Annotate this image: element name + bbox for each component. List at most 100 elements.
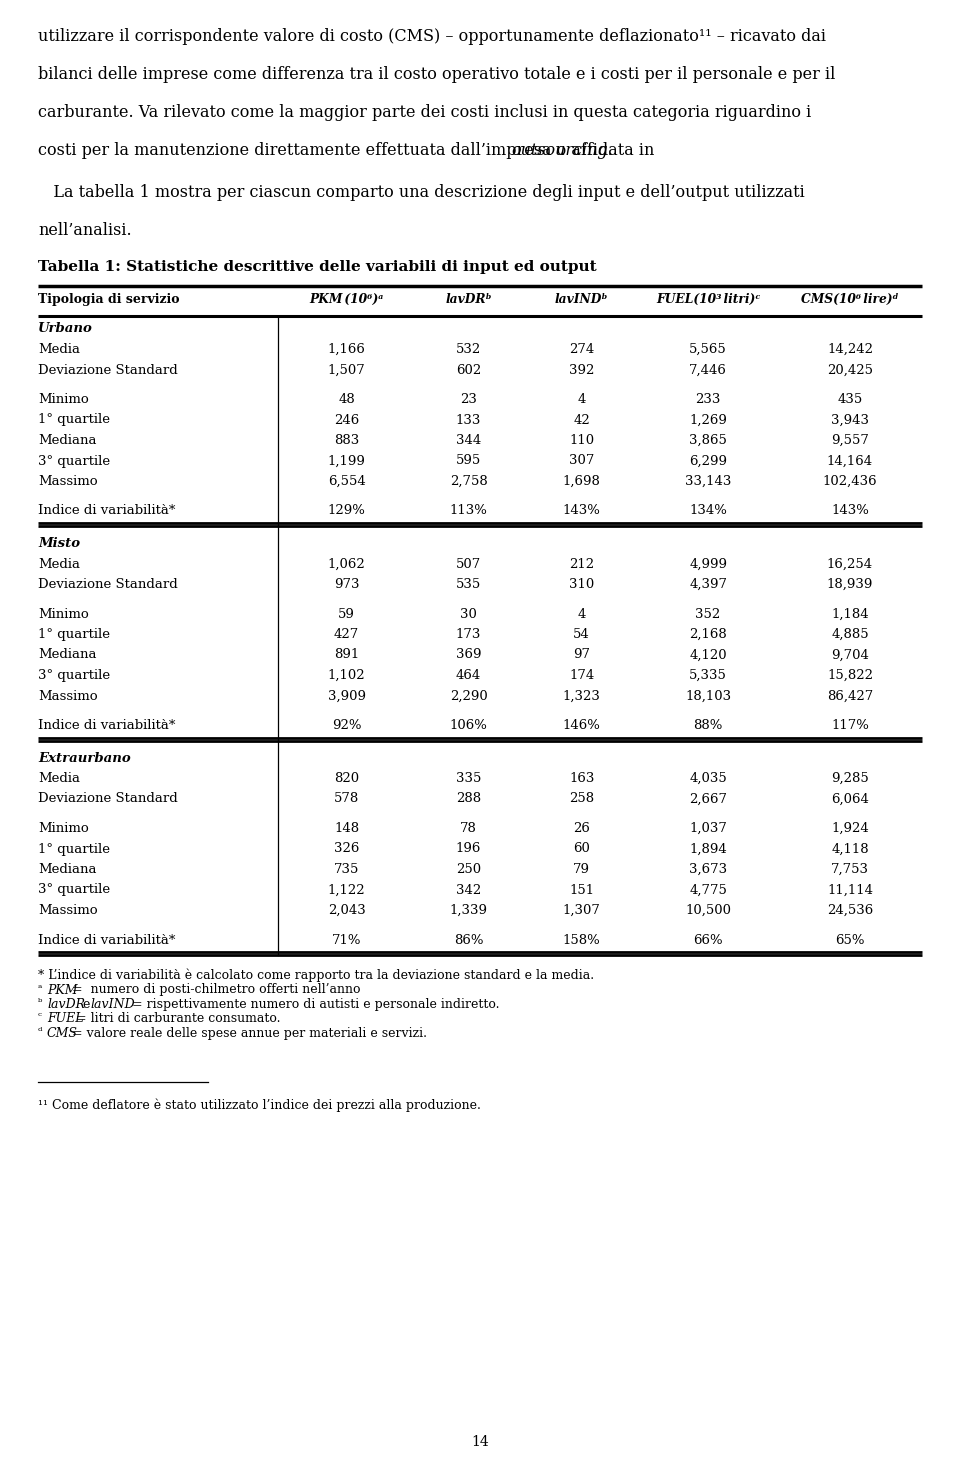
Text: 14,242: 14,242	[827, 343, 873, 356]
Text: 1° quartile: 1° quartile	[38, 842, 110, 855]
Text: 66%: 66%	[693, 933, 723, 946]
Text: 1,323: 1,323	[563, 689, 601, 703]
Text: 1,698: 1,698	[563, 475, 601, 489]
Text: CMS(10⁶ lire)ᵈ: CMS(10⁶ lire)ᵈ	[802, 293, 899, 307]
Text: 595: 595	[456, 455, 481, 468]
Text: CMS: CMS	[47, 1027, 78, 1040]
Text: Media: Media	[38, 772, 80, 785]
Text: nell’analisi.: nell’analisi.	[38, 222, 132, 239]
Text: 883: 883	[334, 434, 359, 447]
Text: 6,299: 6,299	[689, 455, 727, 468]
Text: costi per la manutenzione direttamente effettuata dall’impresa o affidata in: costi per la manutenzione direttamente e…	[38, 142, 660, 158]
Text: 3,943: 3,943	[831, 414, 869, 427]
Text: PKM: PKM	[47, 983, 78, 996]
Text: 2,758: 2,758	[449, 475, 488, 489]
Text: 24,536: 24,536	[827, 904, 873, 917]
Text: La tabella 1 mostra per ciascun comparto una descrizione degli input e dell’outp: La tabella 1 mostra per ciascun comparto…	[38, 183, 804, 201]
Text: 23: 23	[460, 393, 477, 406]
Text: 9,557: 9,557	[831, 434, 869, 447]
Text: 4,775: 4,775	[689, 883, 727, 896]
Text: 2,168: 2,168	[689, 628, 727, 641]
Text: 1,166: 1,166	[327, 343, 366, 356]
Text: 2,667: 2,667	[689, 792, 727, 805]
Text: 174: 174	[569, 669, 594, 682]
Text: 4,999: 4,999	[689, 557, 727, 571]
Text: * L’indice di variabilità è calcolato come rapporto tra la deviazione standard e: * L’indice di variabilità è calcolato co…	[38, 970, 594, 983]
Text: 820: 820	[334, 772, 359, 785]
Text: 143%: 143%	[563, 505, 601, 518]
Text: 288: 288	[456, 792, 481, 805]
Text: 30: 30	[460, 607, 477, 621]
Text: Massimo: Massimo	[38, 904, 98, 917]
Text: 14: 14	[471, 1435, 489, 1449]
Text: 11,114: 11,114	[827, 883, 873, 896]
Text: 86%: 86%	[454, 933, 483, 946]
Text: 3,865: 3,865	[689, 434, 727, 447]
Text: 9,285: 9,285	[831, 772, 869, 785]
Text: 163: 163	[569, 772, 594, 785]
Text: Tipologia di servizio: Tipologia di servizio	[38, 293, 180, 307]
Text: ᵇ: ᵇ	[38, 998, 42, 1008]
Text: 7,753: 7,753	[831, 863, 869, 876]
Text: 1,307: 1,307	[563, 904, 601, 917]
Text: 5,335: 5,335	[689, 669, 727, 682]
Text: 4: 4	[578, 393, 586, 406]
Text: 310: 310	[569, 578, 594, 591]
Text: 146%: 146%	[563, 719, 601, 732]
Text: 578: 578	[334, 792, 359, 805]
Text: 9,704: 9,704	[831, 648, 869, 662]
Text: 133: 133	[456, 414, 481, 427]
Text: Media: Media	[38, 343, 80, 356]
Text: 3° quartile: 3° quartile	[38, 669, 110, 682]
Text: 15,822: 15,822	[827, 669, 873, 682]
Text: 2,043: 2,043	[327, 904, 366, 917]
Text: PKM (10⁶)ᵃ: PKM (10⁶)ᵃ	[309, 293, 384, 307]
Text: Deviazione Standard: Deviazione Standard	[38, 364, 178, 377]
Text: 392: 392	[569, 364, 594, 377]
Text: Deviazione Standard: Deviazione Standard	[38, 578, 178, 591]
Text: 1,199: 1,199	[327, 455, 366, 468]
Text: = valore reale delle spese annue per materiali e servizi.: = valore reale delle spese annue per mat…	[72, 1027, 427, 1040]
Text: 735: 735	[334, 863, 359, 876]
Text: 427: 427	[334, 628, 359, 641]
Text: bilanci delle imprese come differenza tra il costo operativo totale e i costi pe: bilanci delle imprese come differenza tr…	[38, 66, 835, 84]
Text: 326: 326	[334, 842, 359, 855]
Text: Media: Media	[38, 557, 80, 571]
Text: 602: 602	[456, 364, 481, 377]
Text: 1,924: 1,924	[831, 822, 869, 835]
Text: = litri di carburante consumato.: = litri di carburante consumato.	[76, 1012, 280, 1025]
Text: 507: 507	[456, 557, 481, 571]
Text: lavINDᵇ: lavINDᵇ	[555, 293, 609, 307]
Text: 20,425: 20,425	[827, 364, 873, 377]
Text: e: e	[82, 998, 89, 1011]
Text: 110: 110	[569, 434, 594, 447]
Text: 3° quartile: 3° quartile	[38, 883, 110, 896]
Text: 143%: 143%	[831, 505, 869, 518]
Text: 113%: 113%	[449, 505, 488, 518]
Text: 54: 54	[573, 628, 590, 641]
Text: 3° quartile: 3° quartile	[38, 455, 110, 468]
Text: 532: 532	[456, 343, 481, 356]
Text: 258: 258	[569, 792, 594, 805]
Text: 60: 60	[573, 842, 590, 855]
Text: 246: 246	[334, 414, 359, 427]
Text: 1,894: 1,894	[689, 842, 727, 855]
Text: 4,120: 4,120	[689, 648, 727, 662]
Text: FUEL: FUEL	[47, 1012, 84, 1025]
Text: Misto: Misto	[38, 537, 80, 550]
Text: Mediana: Mediana	[38, 863, 97, 876]
Text: 1,507: 1,507	[327, 364, 366, 377]
Text: 212: 212	[569, 557, 594, 571]
Text: 891: 891	[334, 648, 359, 662]
Text: carburante. Va rilevato come la maggior parte dei costi inclusi in questa catego: carburante. Va rilevato come la maggior …	[38, 104, 811, 120]
Text: 59: 59	[338, 607, 355, 621]
Text: Mediana: Mediana	[38, 434, 97, 447]
Text: 1,102: 1,102	[327, 669, 366, 682]
Text: 134%: 134%	[689, 505, 727, 518]
Text: Deviazione Standard: Deviazione Standard	[38, 792, 178, 805]
Text: 16,254: 16,254	[827, 557, 873, 571]
Text: Indice di variabilità*: Indice di variabilità*	[38, 719, 176, 732]
Text: 335: 335	[456, 772, 481, 785]
Text: 42: 42	[573, 414, 590, 427]
Text: Minimo: Minimo	[38, 607, 88, 621]
